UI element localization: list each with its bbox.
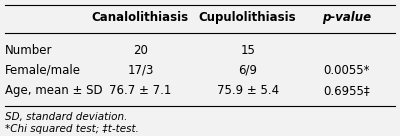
- Text: 75.9 ± 5.4: 75.9 ± 5.4: [217, 84, 279, 97]
- Text: Age, mean ± SD: Age, mean ± SD: [5, 84, 103, 97]
- Text: p-value: p-value: [322, 11, 372, 24]
- Text: 15: 15: [240, 44, 255, 57]
- Text: Cupulolithiasis: Cupulolithiasis: [199, 11, 296, 24]
- Text: 0.6955‡: 0.6955‡: [324, 84, 370, 97]
- Text: 17/3: 17/3: [127, 64, 154, 77]
- Text: 20: 20: [133, 44, 148, 57]
- Text: 0.0055*: 0.0055*: [324, 64, 370, 77]
- Text: Female/male: Female/male: [5, 64, 81, 77]
- Text: *Chi squared test; ‡t-test.: *Chi squared test; ‡t-test.: [5, 123, 139, 134]
- Text: Canalolithiasis: Canalolithiasis: [92, 11, 189, 24]
- Text: 76.7 ± 7.1: 76.7 ± 7.1: [109, 84, 172, 97]
- Text: SD, standard deviation.: SD, standard deviation.: [5, 112, 128, 122]
- Text: Number: Number: [5, 44, 53, 57]
- Text: 6/9: 6/9: [238, 64, 257, 77]
